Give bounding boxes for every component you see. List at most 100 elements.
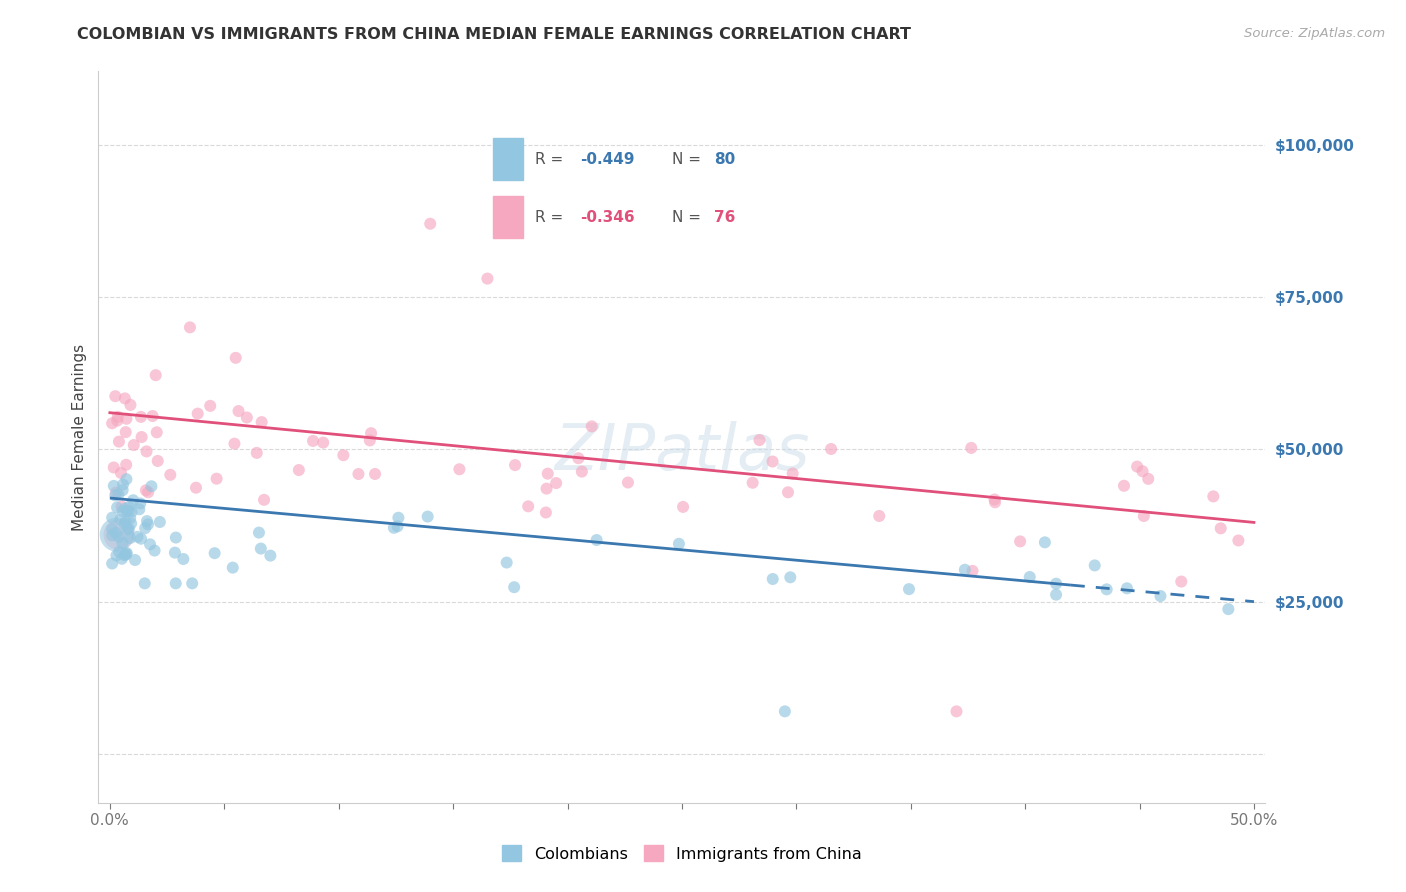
Point [141, 479, 163, 493]
Point [332, 448, 354, 462]
Point [103, 460, 125, 475]
Point [820, 442, 842, 456]
Point [101, 522, 124, 536]
Point [114, 548, 136, 562]
Point [536, 482, 558, 496]
Text: Source: ZipAtlas.com: Source: ZipAtlas.com [1244, 27, 1385, 40]
Point [762, 572, 785, 586]
Point [179, 320, 201, 334]
Point [246, 446, 269, 460]
Text: ZIPatlas: ZIPatlas [554, 421, 810, 483]
Point [1095, 582, 1118, 597]
Point [128, 502, 150, 516]
Point [205, 472, 228, 486]
Point [108, 527, 131, 541]
Point [103, 479, 125, 493]
Point [120, 511, 142, 525]
Point [124, 553, 146, 567]
Point [159, 467, 181, 482]
Point [773, 705, 796, 719]
Point [288, 463, 311, 477]
Point [359, 434, 381, 448]
Point [114, 392, 136, 406]
Point [115, 546, 138, 560]
Point [107, 487, 129, 501]
Point [111, 536, 134, 550]
Point [250, 541, 273, 556]
Point [134, 521, 156, 535]
Point [115, 458, 138, 472]
Legend: Colombians, Immigrants from China: Colombians, Immigrants from China [496, 838, 868, 868]
Point [782, 467, 804, 481]
Point [120, 531, 142, 545]
Point [945, 705, 967, 719]
Point [129, 409, 152, 424]
Point [250, 415, 273, 429]
Point [200, 399, 222, 413]
Point [105, 414, 128, 428]
Point [112, 477, 135, 491]
Point [1170, 574, 1192, 589]
Point [108, 434, 131, 449]
Point [477, 271, 499, 285]
Point [184, 481, 207, 495]
Point [1132, 464, 1154, 478]
Point [104, 488, 127, 502]
Point [416, 509, 439, 524]
Point [105, 527, 128, 541]
Point [503, 580, 526, 594]
Point [139, 537, 162, 551]
Point [776, 485, 799, 500]
Point [105, 525, 128, 540]
Point [122, 493, 145, 508]
Point [101, 510, 124, 524]
Point [364, 467, 387, 481]
Point [117, 504, 139, 518]
Point [131, 430, 153, 444]
Point [114, 501, 136, 516]
Point [114, 515, 136, 529]
Point [129, 532, 152, 546]
Point [585, 533, 607, 547]
Point [387, 510, 409, 524]
Point [101, 528, 124, 542]
Point [115, 504, 138, 518]
Point [898, 582, 921, 596]
Point [122, 438, 145, 452]
Point [101, 417, 124, 431]
Point [114, 548, 136, 562]
Point [111, 504, 134, 518]
Point [136, 485, 159, 500]
Point [387, 519, 409, 533]
Point [110, 466, 132, 480]
Point [347, 467, 370, 481]
Point [111, 483, 134, 497]
Point [672, 500, 695, 514]
Point [107, 409, 129, 424]
Point [136, 517, 159, 532]
Point [1018, 570, 1040, 584]
Point [1045, 576, 1067, 591]
Y-axis label: Median Female Earnings: Median Female Earnings [72, 343, 87, 531]
Point [165, 576, 187, 591]
Point [868, 508, 890, 523]
Point [181, 576, 204, 591]
Point [581, 419, 603, 434]
Point [960, 441, 983, 455]
Point [567, 451, 589, 466]
Point [118, 522, 141, 536]
Point [236, 410, 259, 425]
Point [114, 516, 136, 531]
Point [146, 454, 169, 468]
Point [165, 531, 187, 545]
Point [110, 500, 132, 514]
Point [163, 546, 186, 560]
Point [503, 458, 526, 472]
Point [121, 505, 143, 519]
Point [224, 436, 246, 450]
Point [534, 506, 557, 520]
Point [1209, 521, 1232, 535]
Point [983, 492, 1005, 507]
Point [135, 483, 157, 498]
Point [537, 467, 560, 481]
